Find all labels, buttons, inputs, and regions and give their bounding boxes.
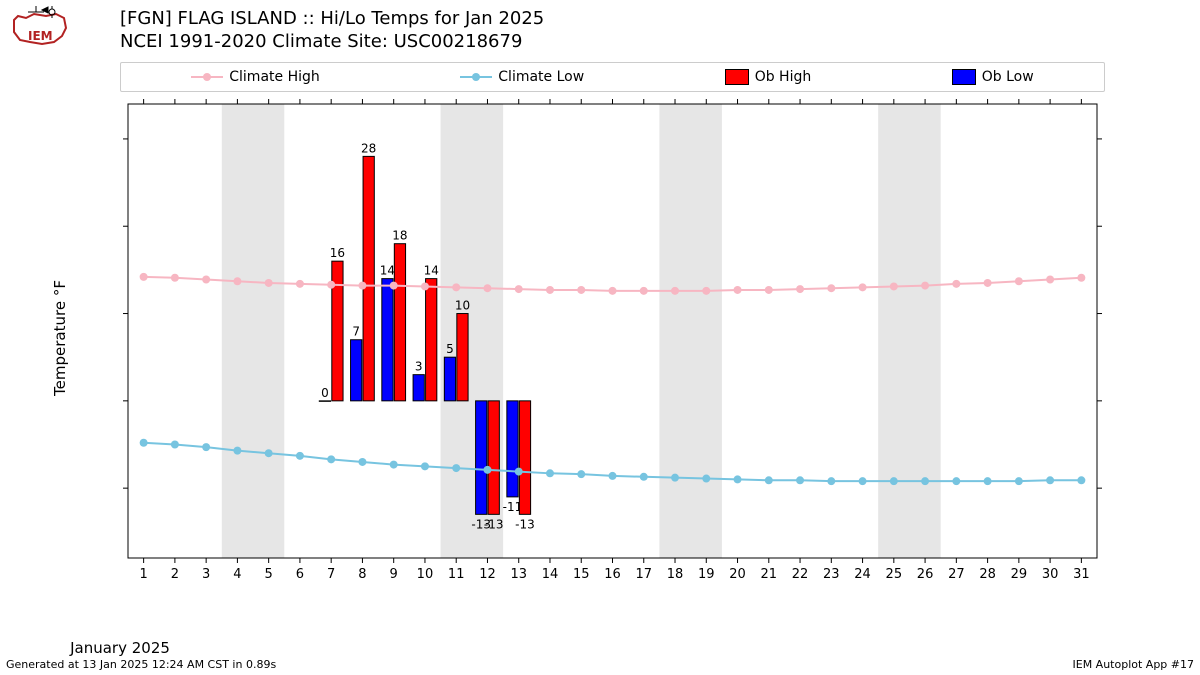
legend-ob-high: Ob High: [725, 69, 812, 85]
title-line1: [FGN] FLAG ISLAND :: Hi/Lo Temps for Jan…: [120, 8, 544, 31]
svg-text:1: 1: [139, 567, 147, 582]
svg-text:13: 13: [510, 567, 527, 582]
legend-swatch: [725, 69, 749, 85]
svg-text:27: 27: [948, 567, 965, 582]
svg-text:4: 4: [233, 567, 241, 582]
logo-text: IEM: [28, 29, 53, 43]
footer-generated: Generated at 13 Jan 2025 12:24 AM CST in…: [6, 658, 276, 671]
legend-swatch: [460, 76, 492, 78]
svg-text:14: 14: [542, 567, 559, 582]
svg-text:18: 18: [392, 229, 407, 243]
svg-text:10: 10: [417, 567, 434, 582]
svg-text:16: 16: [330, 246, 345, 260]
svg-text:26: 26: [917, 567, 934, 582]
svg-text:17: 17: [635, 567, 652, 582]
legend-ob-low: Ob Low: [952, 69, 1034, 85]
svg-text:18: 18: [667, 567, 684, 582]
svg-text:5: 5: [265, 567, 273, 582]
legend: Climate High Climate Low Ob High Ob Low: [120, 62, 1105, 92]
svg-text:30: 30: [1042, 567, 1059, 582]
chart-svg: -100102030123456789101112131415161718192…: [120, 98, 1105, 598]
chart-title: [FGN] FLAG ISLAND :: Hi/Lo Temps for Jan…: [120, 8, 544, 53]
svg-text:0: 0: [321, 386, 329, 400]
svg-text:7: 7: [327, 567, 335, 582]
svg-text:31: 31: [1073, 567, 1090, 582]
svg-text:22: 22: [792, 567, 809, 582]
legend-climate-low: Climate Low: [460, 69, 584, 85]
legend-label: Ob Low: [982, 69, 1034, 85]
iem-logo: IEM: [8, 6, 70, 50]
svg-text:16: 16: [604, 567, 621, 582]
svg-text:12: 12: [479, 567, 496, 582]
svg-text:-13: -13: [484, 517, 504, 531]
svg-text:19: 19: [698, 567, 715, 582]
svg-text:15: 15: [573, 567, 590, 582]
svg-text:8: 8: [358, 567, 366, 582]
svg-text:10: 10: [455, 299, 470, 313]
svg-text:14: 14: [380, 264, 395, 278]
title-line2: NCEI 1991-2020 Climate Site: USC00218679: [120, 31, 544, 54]
legend-swatch: [952, 69, 976, 85]
svg-text:25: 25: [886, 567, 903, 582]
svg-text:5: 5: [446, 342, 454, 356]
legend-label: Climate High: [229, 69, 320, 85]
svg-text:2: 2: [171, 567, 179, 582]
svg-text:3: 3: [415, 360, 423, 374]
svg-text:11: 11: [448, 567, 465, 582]
svg-text:21: 21: [761, 567, 778, 582]
svg-text:29: 29: [1011, 567, 1028, 582]
legend-climate-high: Climate High: [191, 69, 320, 85]
svg-text:28: 28: [979, 567, 996, 582]
svg-text:3: 3: [202, 567, 210, 582]
legend-swatch: [191, 76, 223, 78]
svg-text:6: 6: [296, 567, 304, 582]
svg-text:9: 9: [390, 567, 398, 582]
chart-area: -100102030123456789101112131415161718192…: [120, 98, 1105, 598]
svg-text:7: 7: [352, 325, 360, 339]
svg-text:14: 14: [424, 264, 439, 278]
svg-text:-13: -13: [515, 517, 535, 531]
y-axis-label: Temperature °F: [51, 280, 69, 396]
x-axis-label: January 2025: [0, 639, 613, 657]
legend-label: Climate Low: [498, 69, 584, 85]
footer-app: IEM Autoplot App #17: [1073, 658, 1195, 671]
svg-text:20: 20: [729, 567, 746, 582]
legend-label: Ob High: [755, 69, 812, 85]
svg-text:23: 23: [823, 567, 840, 582]
svg-text:28: 28: [361, 141, 376, 155]
svg-text:24: 24: [854, 567, 871, 582]
